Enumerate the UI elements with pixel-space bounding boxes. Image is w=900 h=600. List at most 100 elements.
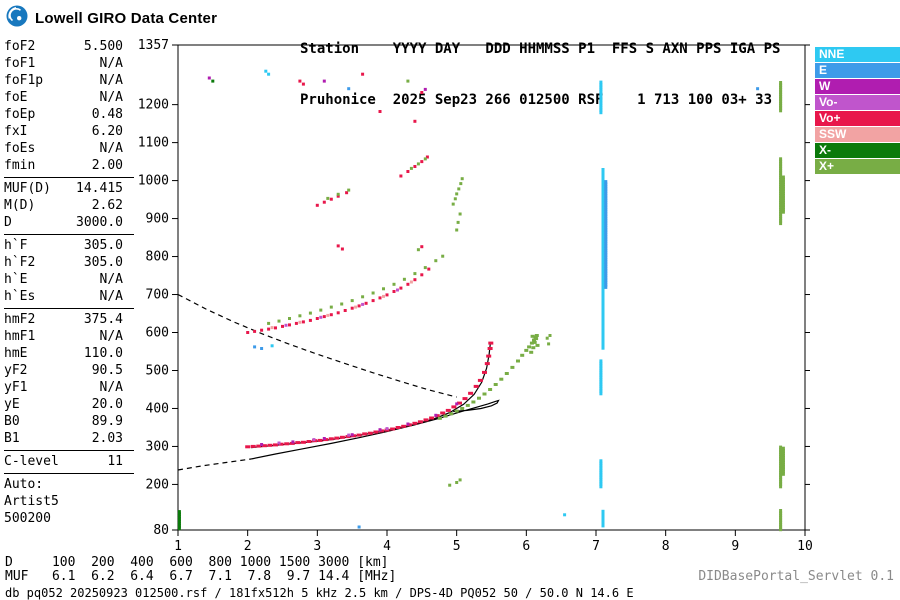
echo-point-vop [423,418,429,422]
rfi-segment-nne [601,261,605,266]
rfi-segment-e [604,264,608,269]
noise-dot-nne [270,344,274,348]
param-label: yE [4,397,20,412]
echo-point-vop [392,290,396,293]
distance-scale-row: D 100 200 400 600 800 1000 1500 3000 [km… [5,555,389,570]
rfi-segment-nne [601,277,605,282]
param-row-foF1p: foF1p N/A [4,72,123,89]
noise-dot-vop [420,91,424,94]
rfi-segment-xp [779,221,783,226]
rfi-segment-xp [779,96,783,101]
plot-frame [177,44,806,531]
rfi-segment-nne [601,234,605,238]
echo-point-vom [319,315,323,319]
param-row-yE: yE 20.0 [4,396,123,413]
echo-point-xp [531,346,536,350]
echo-point-vop [399,286,403,290]
param-value: 110.0 [83,346,123,361]
rfi-segment-xp [781,177,785,182]
param-label: foF1p [4,73,44,88]
echo-point-xp [298,314,302,318]
rfi-segment-e [604,205,608,210]
noise-dot-vop [420,245,424,249]
echo-point-vop [308,318,312,322]
rfi-segment-e [604,280,608,285]
rfi-segment-nne [601,514,605,519]
rfi-segment-xp [781,469,785,474]
rfi-segment-e [604,214,608,219]
echo-point-xp [350,299,354,303]
echo-point-xp [535,343,540,347]
echo-point-w [260,443,264,446]
rfi-segment-e [604,191,608,196]
rfi-segment-e [604,241,608,246]
rfi-segment-xp [779,515,783,520]
param-value: N/A [99,56,123,71]
param-value: 2.00 [91,158,123,173]
rfi-segment-e [604,198,608,203]
echo-point-vop [429,416,435,420]
rfi-segment-nne [601,199,605,204]
rfi-segment-xp [779,470,783,475]
rfi-segment-nne [599,384,603,389]
rfi-segment-e [604,200,608,205]
rfi-segment-nne [601,307,605,311]
echo-point-xp [510,365,515,369]
rfi-segment-nne [599,382,603,387]
rfi-segment-xp [781,446,785,451]
rfi-segment-nne [601,240,605,245]
echo-point-vop [420,273,424,277]
param-row-foF2: foF2 5.500 [4,38,123,55]
y-tick-label: 1357 [138,38,169,53]
rfi-segment-e [604,212,608,216]
rfi-segment-nne [601,181,605,186]
rfi-segment-xp [781,202,785,207]
rfi-segment-xm [177,510,181,515]
echo-point-ssw [409,280,413,284]
echo-point-vop [281,324,284,328]
echo-point-vop [253,329,257,333]
echo-point-xp [434,259,438,263]
profile-curve-dashed-1 [177,458,252,471]
echo-point-vop [343,309,347,312]
noise-dot-vop [340,247,344,251]
echo-point-xp [527,345,532,349]
rfi-segment-nne [601,211,605,216]
param-label: B1 [4,431,20,446]
y-tick-label: 800 [146,250,169,265]
rfi-segment-e [604,273,608,278]
param-value: 0.48 [91,107,123,122]
separator [4,308,134,309]
separator [4,473,134,474]
rfi-segment-xp [779,450,783,455]
servlet-version: DIDBasePortal_Servlet 0.1 [698,569,894,584]
rfi-segment-xp [779,466,783,471]
echo-point-vop [267,327,271,331]
echo-point-vop [413,165,417,168]
rfi-segment-nne [599,110,603,115]
param-label: h`F [4,238,28,253]
rfi-segment-xp [779,164,783,169]
rfi-segment-e [604,259,608,264]
param-label: foE [4,90,28,105]
param-label: foEp [4,107,36,122]
rfi-segment-e [604,253,608,257]
param-label: C-level [4,454,59,469]
noise-dot-xp [455,481,459,484]
echo-point-w [434,413,438,417]
echo-point-xp [413,272,417,276]
noise-dot-xp [547,342,551,346]
rfi-segment-e [604,228,608,232]
rfi-segment-e [604,209,608,214]
rfi-segment-nne [601,179,605,184]
rfi-segment-e [604,282,608,287]
param-label: B0 [4,414,20,429]
param-row-foE: foE N/A [4,89,123,106]
echo-point-xp [459,182,463,186]
rfi-segment-xp [781,205,785,210]
rfi-segment-e [604,225,608,230]
y-tick-label: 700 [146,288,169,303]
rfi-segment-xp [779,209,783,214]
noise-dot-xp [458,478,462,482]
